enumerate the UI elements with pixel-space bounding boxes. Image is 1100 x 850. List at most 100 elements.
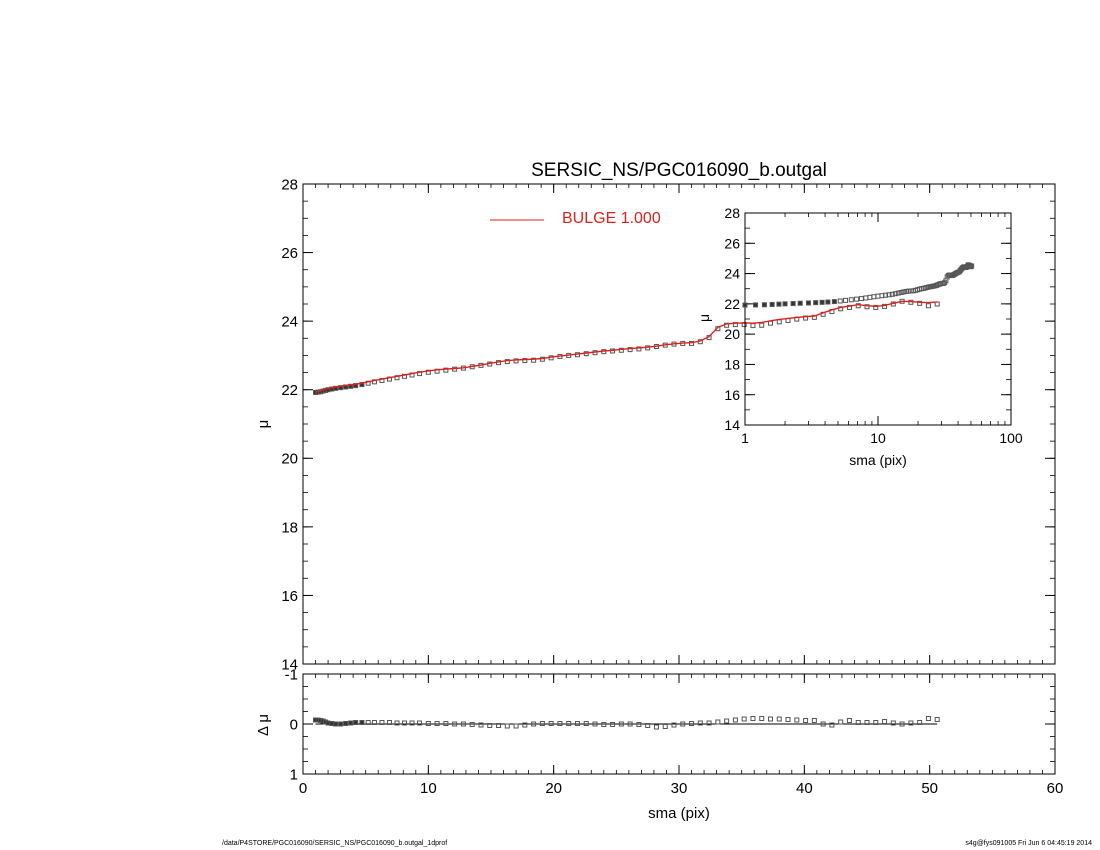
inset-y-tick-label: 20 bbox=[724, 326, 740, 342]
main-data-point bbox=[750, 323, 756, 329]
residual-data-point bbox=[478, 722, 484, 728]
residual-y-tick-label: -1 bbox=[285, 666, 298, 683]
residual-data-point bbox=[394, 720, 400, 726]
residual-data-point bbox=[706, 720, 712, 726]
main-data-point bbox=[522, 358, 528, 364]
inset-data-point bbox=[790, 301, 796, 307]
residual-data-point bbox=[890, 720, 896, 726]
residual-data-point bbox=[513, 723, 519, 729]
residual-data-point bbox=[776, 716, 782, 722]
residual-x-tick-label: 40 bbox=[796, 780, 813, 797]
inset-data-point bbox=[858, 296, 864, 302]
main-data-point bbox=[776, 319, 782, 325]
inset-data-point bbox=[901, 289, 907, 295]
inset-y-tick-label: 24 bbox=[724, 266, 740, 282]
residual-data-point bbox=[855, 720, 861, 725]
residual-data-point bbox=[487, 723, 493, 728]
inset-data-point bbox=[968, 264, 974, 270]
inset-y-axis-label: μ bbox=[696, 314, 712, 322]
residual-data-point bbox=[697, 720, 703, 726]
residual-data-point bbox=[925, 716, 931, 721]
residual-data-point bbox=[627, 721, 633, 727]
residual-data-point bbox=[618, 721, 624, 727]
main-data-point bbox=[618, 347, 624, 353]
residual-data-point bbox=[365, 720, 371, 725]
inset-data-point bbox=[831, 299, 837, 305]
inset-data-point bbox=[863, 295, 869, 301]
inset-data-point bbox=[769, 301, 775, 307]
residual-panel: 0 10 20 30 40 50 60-101 bbox=[285, 666, 1064, 797]
main-y-axis-label: μ bbox=[255, 420, 272, 429]
main-data-point bbox=[513, 358, 519, 364]
residual-data-point bbox=[434, 721, 440, 726]
inset-data-point bbox=[761, 302, 767, 308]
residual-x-tick-label: 60 bbox=[1047, 780, 1064, 797]
residual-data-point bbox=[811, 718, 817, 723]
residual-x-tick-label: 10 bbox=[420, 780, 437, 797]
residual-data-point bbox=[333, 721, 339, 727]
inset-y-tick-label: 16 bbox=[724, 387, 740, 403]
residual-data-point bbox=[359, 720, 365, 725]
residual-data-point bbox=[371, 720, 377, 725]
residual-data-point bbox=[908, 720, 914, 726]
inset-data-point bbox=[782, 301, 788, 307]
residual-data-point bbox=[680, 721, 686, 727]
residual-data-point bbox=[750, 716, 756, 721]
inset-y-tick-label: 26 bbox=[724, 235, 740, 251]
residual-data-point bbox=[425, 721, 431, 726]
residual-data-point bbox=[539, 721, 545, 726]
inset-data-point bbox=[898, 290, 904, 295]
residual-data-point bbox=[829, 722, 835, 728]
residual-data-point bbox=[864, 720, 870, 725]
residual-data-point bbox=[469, 722, 475, 727]
inset-x-tick-label: 100 bbox=[999, 430, 1023, 446]
main-y-tick-label: 16 bbox=[281, 588, 298, 605]
residual-x-tick-label: 20 bbox=[545, 780, 562, 797]
chart-title: SERSIC_NS/PGC016090_b.outgal bbox=[531, 160, 827, 181]
main-y-tick-label: 26 bbox=[281, 245, 298, 262]
residual-data-point bbox=[386, 720, 392, 725]
inset-x-tick-label: 10 bbox=[870, 430, 886, 446]
residual-y-axis-label: Δ μ bbox=[255, 714, 272, 736]
residual-data-point bbox=[803, 718, 809, 723]
residual-data-point bbox=[522, 722, 528, 728]
residual-data-point bbox=[531, 721, 537, 727]
residual-data-point bbox=[785, 717, 791, 722]
inset-data-point bbox=[889, 291, 895, 297]
inset-data-point bbox=[753, 302, 759, 308]
main-y-tick-label: 14 bbox=[281, 656, 298, 673]
residual-data-point bbox=[402, 720, 408, 726]
main-y-tick-label: 28 bbox=[281, 176, 298, 193]
main-y-tick-label: 20 bbox=[281, 451, 298, 468]
inset-x-tick-label: 1 bbox=[741, 430, 749, 446]
inset-data-point bbox=[805, 300, 811, 306]
residual-data-point bbox=[767, 716, 773, 722]
main-data-point bbox=[882, 303, 888, 309]
footer-timestamp: s4g@fys091005 Fri Jun 6 04:45:19 2014 bbox=[965, 840, 1092, 847]
inset-data-point bbox=[969, 263, 975, 269]
residual-data-point bbox=[574, 721, 580, 726]
inset-data-point bbox=[837, 298, 843, 304]
inset-data-point bbox=[776, 301, 782, 307]
residual-data-point bbox=[820, 721, 826, 727]
x-axis-label: sma (pix) bbox=[648, 805, 710, 822]
residual-y-tick-label: 1 bbox=[290, 766, 298, 783]
residual-data-point bbox=[636, 722, 642, 727]
residual-data-point bbox=[338, 721, 344, 727]
inset-data-point bbox=[883, 292, 889, 298]
inset-data-point bbox=[825, 299, 831, 305]
residual-data-point bbox=[548, 721, 554, 726]
main-data-point bbox=[443, 367, 449, 373]
inset-y-tick-label: 18 bbox=[724, 356, 740, 372]
residual-data-point bbox=[504, 723, 510, 729]
residual-data-point bbox=[601, 722, 607, 727]
main-data-point bbox=[767, 320, 773, 326]
inset-data-point bbox=[797, 300, 803, 306]
inset-data-point bbox=[843, 297, 849, 303]
residual-y-tick-label: 0 bbox=[290, 716, 298, 733]
inset-data-point bbox=[940, 280, 946, 286]
legend-label-bulge: BULGE 1.000 bbox=[562, 210, 661, 227]
main-data-point bbox=[627, 347, 633, 353]
residual-data-point bbox=[838, 719, 844, 725]
residual-data-point bbox=[343, 721, 349, 726]
